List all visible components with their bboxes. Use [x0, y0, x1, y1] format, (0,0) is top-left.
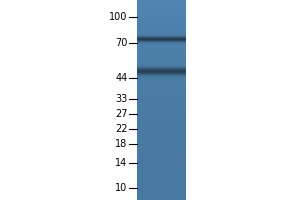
Text: 10: 10 — [115, 183, 128, 193]
Text: 44: 44 — [115, 73, 128, 83]
Text: 18: 18 — [115, 139, 128, 149]
Text: 14: 14 — [115, 158, 128, 168]
Text: 70: 70 — [115, 38, 128, 48]
Text: 100: 100 — [109, 12, 128, 22]
Text: 27: 27 — [115, 109, 128, 119]
Text: 22: 22 — [115, 124, 128, 134]
Text: 33: 33 — [115, 94, 128, 104]
